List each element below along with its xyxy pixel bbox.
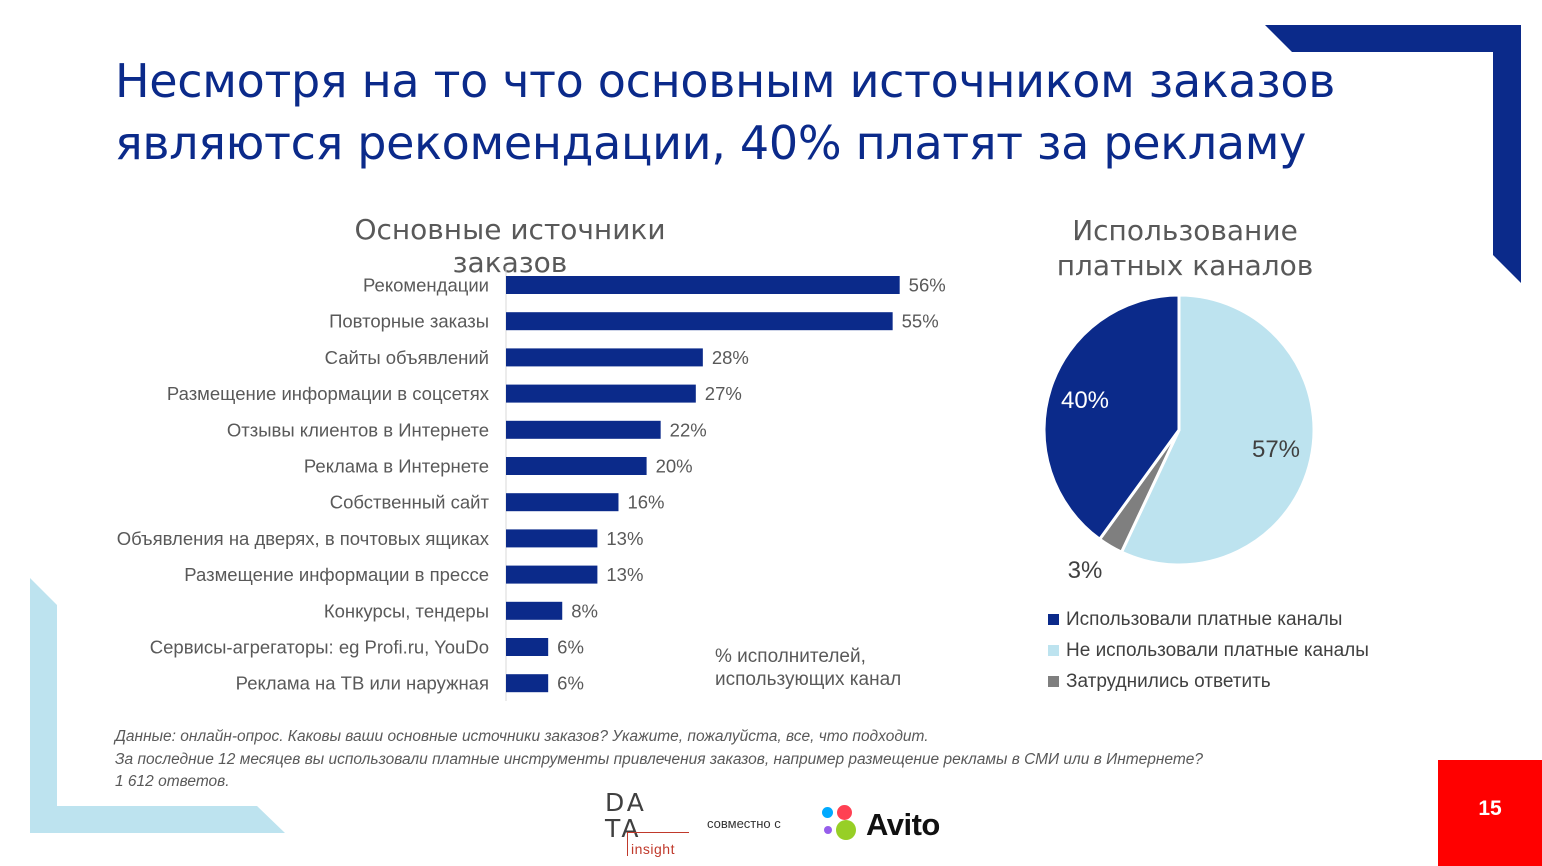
bar-category-label: Рекомендации: [363, 275, 489, 296]
legend-label-unsure: Затруднились ответить: [1066, 670, 1271, 692]
footnote-line-2: За последние 12 месяцев вы использовали …: [115, 750, 1204, 768]
bar-value-label: 22%: [670, 419, 707, 440]
bar-category-label: Собственный сайт: [330, 492, 490, 513]
bar-chart-note: % исполнителей, использующих канал: [715, 646, 902, 690]
bar-category-label: Повторные заказы: [329, 311, 489, 332]
bar-value-label: 6%: [557, 637, 584, 658]
pie-slice: [1119, 293, 1316, 567]
legend-swatch-unsure: [1048, 676, 1059, 687]
legend-label-used: Использовали платные каналы: [1066, 608, 1343, 630]
bar-value-label: 13%: [606, 528, 643, 549]
avito-dot-purple-icon: [824, 826, 832, 834]
bar: [506, 638, 549, 656]
bar: [506, 384, 696, 403]
data-insight-logo-line2: TA: [605, 814, 642, 843]
bar: [506, 601, 563, 620]
bar-category-label: Размещение информации в соцсетях: [167, 383, 490, 404]
data-insight-logo-divider: [627, 832, 628, 856]
page-number: 15: [1438, 760, 1542, 866]
bar-value-label: 16%: [627, 492, 664, 513]
bar-value-label: 27%: [705, 383, 742, 404]
bar: [506, 348, 703, 367]
avito-dot-red-icon: [837, 805, 852, 820]
pie-slice-label: 40%: [1061, 387, 1109, 414]
data-insight-logo-underline: [627, 832, 689, 833]
slide-title: Несмотря на то что основным источником з…: [115, 54, 1336, 170]
bar: [506, 457, 647, 475]
footnote-line-3: 1 612 ответов.: [115, 773, 230, 790]
bar-value-label: 56%: [909, 275, 946, 296]
avito-logo-text: Avito: [866, 807, 940, 842]
bar-category-label: Сервисы-агрегаторы: eg Profi.ru, YouDo: [150, 637, 489, 658]
legend-item-not-used: Не использовали платные каналы: [1048, 635, 1369, 666]
data-insight-logo-line1: DA: [605, 788, 647, 817]
together-with-text: совместно с: [707, 816, 781, 831]
bar-category-label: Реклама на ТВ или наружная: [236, 673, 489, 694]
bar-chart-title: Основные источники заказов: [354, 213, 666, 279]
bar-value-label: 6%: [557, 673, 584, 694]
legend-item-unsure: Затруднились ответить: [1048, 666, 1369, 697]
bottom-left-frame: [30, 578, 285, 833]
bar-value-label: 55%: [902, 311, 939, 332]
bar-value-label: 13%: [606, 564, 643, 585]
legend-swatch-used: [1048, 614, 1059, 625]
data-insight-logo-sub: insight: [631, 841, 675, 857]
bar: [506, 312, 893, 331]
bar-value-label: 20%: [656, 456, 693, 477]
bar-category-label: Сайты объявлений: [325, 347, 489, 368]
bar: [506, 529, 598, 548]
bar: [506, 420, 661, 439]
bar-value-label: 8%: [571, 600, 598, 621]
bar: [506, 565, 598, 584]
pie-slice: [1042, 293, 1181, 542]
bar: [506, 493, 619, 512]
footnote: Данные: онлайн-опрос. Каковы ваши основн…: [115, 726, 1415, 794]
bar-category-label: Реклама в Интернете: [304, 456, 489, 477]
legend-item-used: Использовали платные каналы: [1048, 604, 1369, 635]
bar-category-label: Отзывы клиентов в Интернете: [227, 419, 489, 440]
avito-dot-blue-icon: [822, 807, 833, 818]
bar-value-label: 28%: [712, 347, 749, 368]
pie-chart-title: Использование платных каналов: [1056, 214, 1314, 282]
footnote-line-1: Данные: онлайн-опрос. Каковы ваши основн…: [115, 728, 929, 745]
bar-category-label: Конкурсы, тендеры: [324, 600, 489, 621]
legend-swatch-not-used: [1048, 645, 1059, 656]
avito-logo: Avito: [822, 805, 962, 845]
pie-slice-label: 57%: [1252, 436, 1300, 463]
avito-dot-green-icon: [836, 820, 856, 840]
legend-label-not-used: Не использовали платные каналы: [1066, 639, 1369, 661]
bar-category-label: Объявления на дверях, в почтовых ящиках: [117, 528, 490, 549]
top-right-frame: [1265, 25, 1521, 283]
bar: [506, 276, 900, 294]
bar: [506, 674, 549, 693]
pie-legend: Использовали платные каналы Не использов…: [1048, 604, 1369, 697]
bar-category-label: Размещение информации в прессе: [184, 564, 489, 585]
data-insight-logo: DA TA insight: [605, 788, 689, 857]
pie-slice-label: 3%: [1068, 557, 1103, 584]
